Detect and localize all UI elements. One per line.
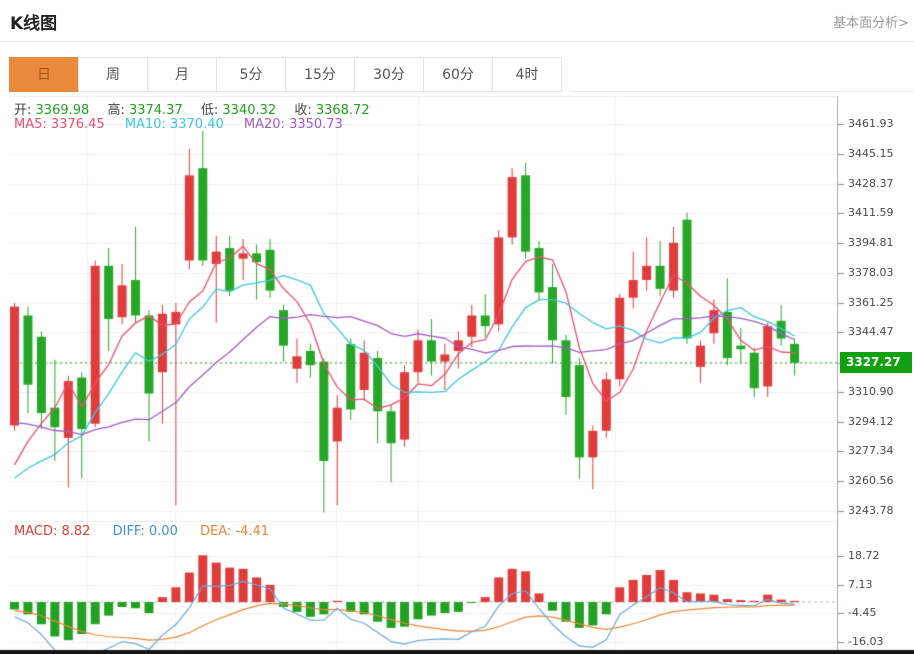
ma5-label: MA5: bbox=[14, 117, 47, 132]
tab-30min[interactable]: 30分 bbox=[354, 57, 424, 92]
price-tick-label: 3411.59 bbox=[848, 206, 894, 220]
tab-15min[interactable]: 15分 bbox=[285, 57, 355, 92]
price-tick-label: 3294.12 bbox=[848, 414, 894, 428]
macd-tick-label: 18.72 bbox=[848, 549, 880, 562]
price-tick-label: 3428.37 bbox=[848, 176, 894, 190]
price-tick-label: 3310.90 bbox=[848, 384, 894, 398]
tab-week[interactable]: 周 bbox=[78, 57, 148, 92]
price-tick-label: 3277.34 bbox=[848, 444, 894, 458]
dea-value: -4.41 bbox=[235, 524, 270, 539]
macd-label: MACD: bbox=[14, 524, 58, 539]
macd-info: MACD: 8.82 DIFF: 0.00 DEA: -4.41 bbox=[14, 524, 269, 539]
low-value: 3340.32 bbox=[222, 103, 277, 118]
tab-60min[interactable]: 60分 bbox=[423, 57, 493, 92]
ma20-label: MA20: bbox=[243, 117, 285, 132]
ma10-value: 3370.40 bbox=[169, 117, 224, 132]
price-tick-label: 3461.93 bbox=[848, 117, 894, 130]
price-tick-label: 3378.03 bbox=[848, 265, 894, 279]
price-tick-label: 3361.25 bbox=[848, 295, 894, 309]
price-tick-label: 3260.56 bbox=[848, 474, 894, 488]
tab-month[interactable]: 月 bbox=[147, 57, 217, 92]
interval-tabs: 日 周 月 5分 15分 30分 60分 4时 bbox=[9, 57, 562, 92]
macd-value: 8.82 bbox=[61, 524, 91, 539]
ma20-value: 3350.73 bbox=[289, 117, 343, 132]
close-value: 3368.72 bbox=[315, 103, 370, 118]
price-tick-label: 3394.81 bbox=[848, 236, 894, 250]
macd-tick-label: -4.45 bbox=[848, 606, 877, 619]
ma-info: MA5: 3376.45 MA10: 3370.40 MA20: 3350.73 bbox=[14, 117, 343, 132]
open-value: 3369.98 bbox=[35, 103, 90, 118]
diff-value: 0.00 bbox=[148, 524, 178, 539]
current-price-badge: 3327.27 bbox=[840, 352, 912, 373]
close-label: 收: bbox=[294, 103, 312, 118]
widget-header: K线图 基本面分析> bbox=[0, 0, 914, 42]
price-tick-label: 3344.47 bbox=[848, 325, 894, 339]
open-label: 开: bbox=[14, 103, 32, 118]
ma10-label: MA10: bbox=[124, 117, 166, 132]
macd-tick-label: 7.13 bbox=[848, 577, 873, 591]
tab-5min[interactable]: 5分 bbox=[216, 57, 286, 92]
tab-day[interactable]: 日 bbox=[9, 57, 79, 92]
tabs-bottom-divider bbox=[570, 91, 914, 92]
ohlc-info: 开: 3369.98 高: 3374.37 低: 3340.32 收: 3368… bbox=[14, 99, 384, 118]
price-tick-label: 3445.15 bbox=[848, 146, 894, 160]
low-label: 低: bbox=[200, 103, 219, 118]
dea-label: DEA: bbox=[200, 524, 232, 539]
diff-label: DIFF: bbox=[112, 524, 145, 539]
fundamental-analysis-link[interactable]: 基本面分析> bbox=[833, 16, 909, 31]
high-label: 高: bbox=[107, 103, 125, 118]
ma5-value: 3376.45 bbox=[50, 117, 105, 132]
tab-4hour[interactable]: 4时 bbox=[492, 57, 562, 92]
page-title: K线图 bbox=[10, 14, 58, 34]
macd-tick-label: -16.03 bbox=[848, 634, 884, 648]
high-value: 3374.37 bbox=[128, 103, 183, 118]
price-tick-label: 3243.78 bbox=[848, 504, 894, 517]
